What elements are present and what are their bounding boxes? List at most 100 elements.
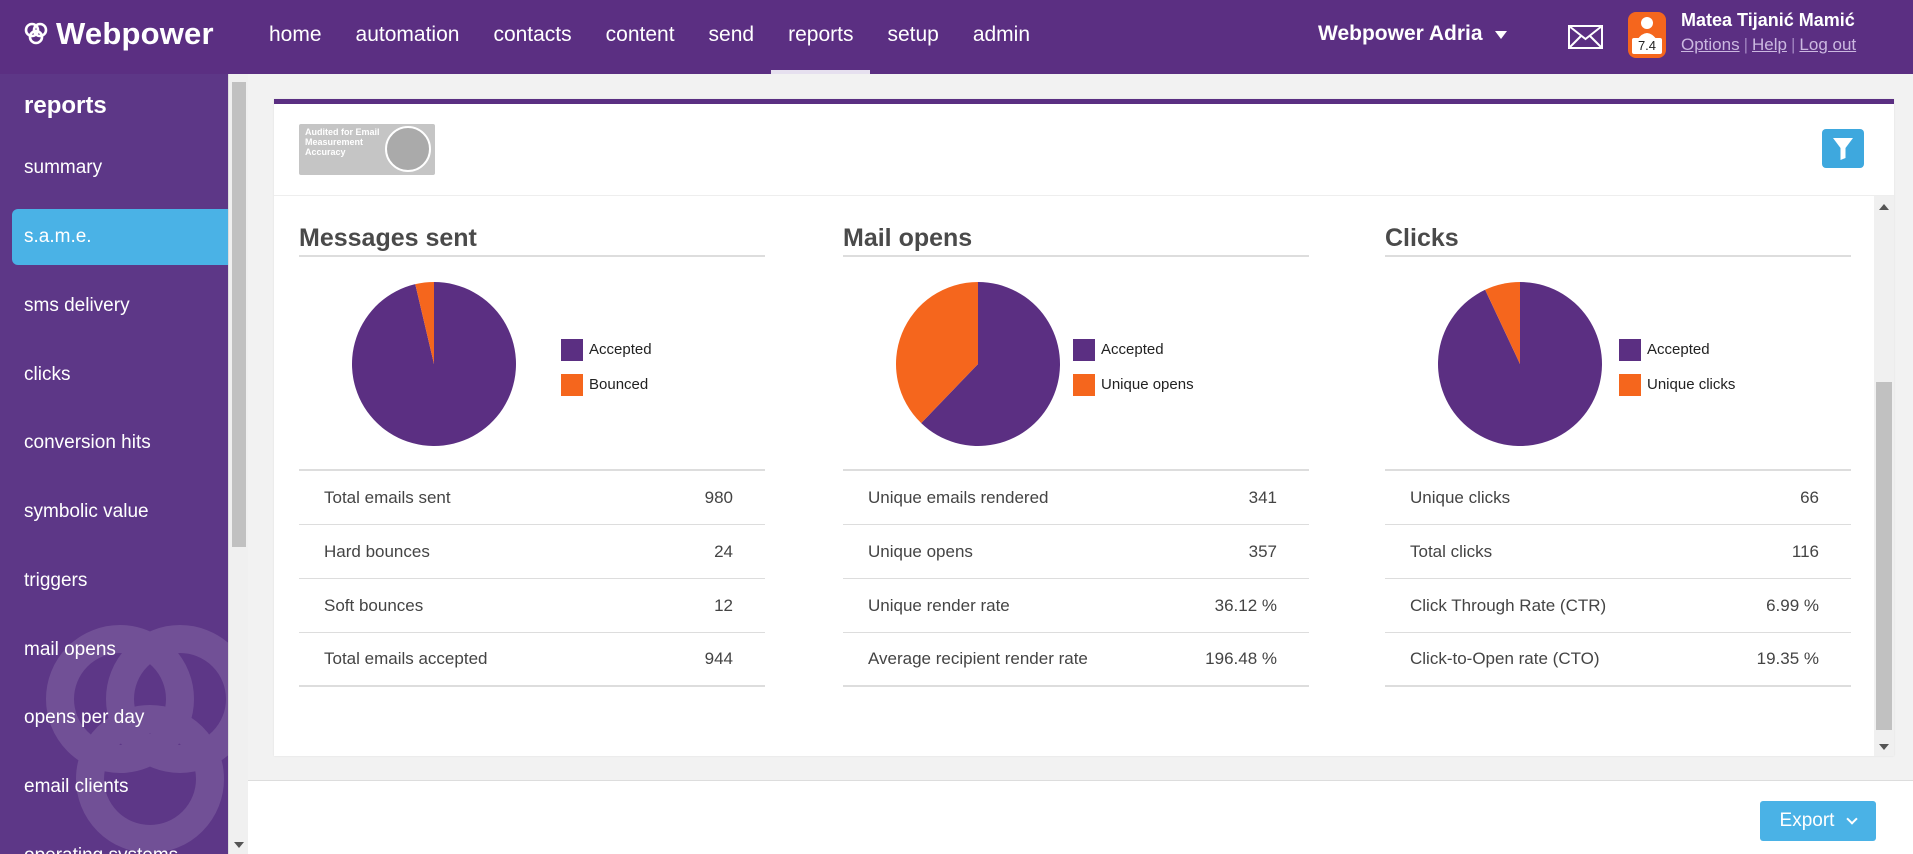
- stat-value: 116: [1791, 541, 1819, 561]
- pie-slice-bounced: [415, 282, 434, 364]
- sidebar-title: reports: [24, 92, 107, 119]
- stat-value: 6.99 %: [1766, 595, 1819, 615]
- chevron-down-icon: [1494, 31, 1507, 39]
- stat-value: 341: [1248, 487, 1277, 507]
- panel-title: Messages sent: [299, 223, 765, 257]
- legend-label: Unique opens: [1101, 376, 1194, 393]
- panel-title: Mail opens: [843, 223, 1309, 257]
- sidebar-item-conversion-hits[interactable]: conversion hits: [24, 432, 151, 453]
- footer-bar: Export: [248, 780, 1913, 854]
- nav-send[interactable]: send: [708, 23, 755, 46]
- nav-contacts[interactable]: contacts: [493, 23, 572, 46]
- stat-label: Average recipient render rate: [868, 649, 1088, 668]
- sidebar-item-triggers[interactable]: triggers: [24, 570, 88, 591]
- sidebar-item-sms-delivery[interactable]: sms delivery: [24, 295, 130, 316]
- nav-setup[interactable]: setup: [887, 23, 939, 46]
- export-button[interactable]: Export: [1760, 801, 1876, 841]
- sidebar-scroll-thumb[interactable]: [232, 82, 246, 547]
- pie-chart: [352, 282, 516, 446]
- sidebar-item-summary[interactable]: summary: [24, 157, 103, 178]
- legend-swatch: [1619, 373, 1641, 396]
- stat-label: Soft bounces: [324, 595, 424, 615]
- pie-slice-unique-clicks: [1485, 282, 1520, 364]
- panel-messages-sent: Messages sent Accepted Bounced Total ema…: [299, 223, 765, 687]
- nav-content[interactable]: content: [605, 23, 675, 46]
- stat-value: 66: [1800, 487, 1819, 507]
- stat-label: Total emails accepted: [324, 649, 488, 668]
- panel-clicks: Clicks Accepted Unique clicks Unique cli…: [1385, 223, 1851, 687]
- card-scroll-thumb[interactable]: [1876, 382, 1892, 730]
- stat-value: 36.12 %: [1214, 595, 1277, 615]
- stat-label: Unique render rate: [868, 595, 1010, 615]
- sidebar-item-opens-per-day[interactable]: opens per day: [24, 707, 145, 728]
- stat-row: Click-to-Open rate (CTO) 19.35 %: [1385, 633, 1851, 687]
- legend-item: Accepted: [1073, 332, 1194, 367]
- stat-row: Unique emails rendered 341: [843, 471, 1309, 525]
- stat-label: Unique emails rendered: [868, 487, 1049, 507]
- nav-reports[interactable]: reports: [771, 0, 871, 74]
- legend-swatch: [1619, 338, 1641, 361]
- nav-home[interactable]: home: [269, 23, 322, 46]
- account-name: Webpower Adria: [1318, 22, 1483, 45]
- stat-row: Unique opens 357: [843, 525, 1309, 579]
- report-card: Audited for Email Measurement Accuracy M…: [274, 99, 1894, 756]
- filter-icon: [1833, 138, 1853, 160]
- chart-legend: Accepted Bounced: [561, 332, 652, 402]
- nav-admin[interactable]: admin: [972, 23, 1031, 46]
- avatar[interactable]: 7.4: [1628, 12, 1666, 58]
- panel-mail-opens: Mail opens Accepted Unique opens Unique …: [843, 223, 1309, 687]
- sidebar-item-same[interactable]: s.a.m.e.: [12, 209, 228, 265]
- stat-row: Average recipient render rate 196.48 %: [843, 633, 1309, 687]
- sidebar-scrollbar[interactable]: [228, 74, 248, 854]
- sidebar-item-email-clients[interactable]: email clients: [24, 776, 129, 797]
- legend-label: Accepted: [1101, 341, 1164, 358]
- stat-label: Click Through Rate (CTR): [1410, 595, 1607, 615]
- stat-row: Unique render rate 36.12 %: [843, 579, 1309, 633]
- account-selector[interactable]: Webpower Adria: [1318, 22, 1507, 46]
- stat-label: Total clicks: [1410, 541, 1493, 561]
- stat-value: 980: [704, 487, 733, 507]
- logo[interactable]: Webpower: [22, 14, 214, 54]
- legend-label: Unique clicks: [1647, 376, 1736, 393]
- logo-text: Webpower: [56, 16, 214, 51]
- nav-automation[interactable]: automation: [355, 23, 460, 46]
- legend-swatch: [1073, 373, 1095, 396]
- options-link[interactable]: Options: [1681, 35, 1740, 54]
- chart-legend: Accepted Unique clicks: [1619, 332, 1735, 402]
- legend-label: Bounced: [589, 376, 649, 393]
- logout-link[interactable]: Log out: [1799, 35, 1857, 54]
- stat-value: 196.48 %: [1205, 649, 1277, 668]
- pie-chart: [1438, 282, 1602, 446]
- stat-value: 357: [1248, 541, 1277, 561]
- stat-value: 19.35 %: [1756, 649, 1819, 668]
- scroll-up-icon[interactable]: [1879, 204, 1889, 210]
- legend-item: Accepted: [1619, 332, 1735, 367]
- legend-item: Bounced: [561, 367, 652, 402]
- stat-value: 944: [704, 649, 733, 668]
- help-link[interactable]: Help: [1752, 35, 1787, 54]
- sidebar-watermark-icon: [46, 625, 228, 853]
- sidebar-item-operating-systems[interactable]: operating systems: [12, 828, 228, 854]
- stats-table: Unique clicks 66 Total clicks 116 Click Th…: [1385, 469, 1851, 687]
- stat-row: Hard bounces 24: [299, 525, 765, 579]
- sidebar-item-mail-opens[interactable]: mail opens: [24, 639, 116, 660]
- sidebar-item-symbolic-value[interactable]: symbolic value: [24, 501, 149, 522]
- filter-button[interactable]: [1822, 129, 1864, 168]
- stat-row: Total clicks 116: [1385, 525, 1851, 579]
- sidebar-item-clicks[interactable]: clicks: [24, 364, 71, 385]
- stat-row: Total emails accepted 944: [299, 633, 765, 687]
- top-bar: Webpower home automation contacts conten…: [0, 0, 1913, 74]
- pie-chart-area: Accepted Bounced: [299, 257, 765, 469]
- user-links: Options | Help | Log out: [1681, 35, 1857, 54]
- stats-table: Total emails sent 980 Hard bounces 24 Soft…: [299, 469, 765, 687]
- main-nav: home automation contacts content send re…: [252, 0, 1047, 74]
- mail-icon[interactable]: [1568, 25, 1603, 49]
- stat-label: Total emails sent: [324, 487, 451, 507]
- stat-label: Unique clicks: [1410, 487, 1511, 507]
- pie-chart-area: Accepted Unique opens: [843, 257, 1309, 469]
- scroll-down-icon[interactable]: [234, 842, 244, 848]
- scroll-down-icon[interactable]: [1879, 744, 1889, 750]
- pie-slice-unique-opens: [896, 282, 978, 424]
- card-scrollbar[interactable]: [1874, 196, 1894, 756]
- stat-row: Unique clicks 66: [1385, 471, 1851, 525]
